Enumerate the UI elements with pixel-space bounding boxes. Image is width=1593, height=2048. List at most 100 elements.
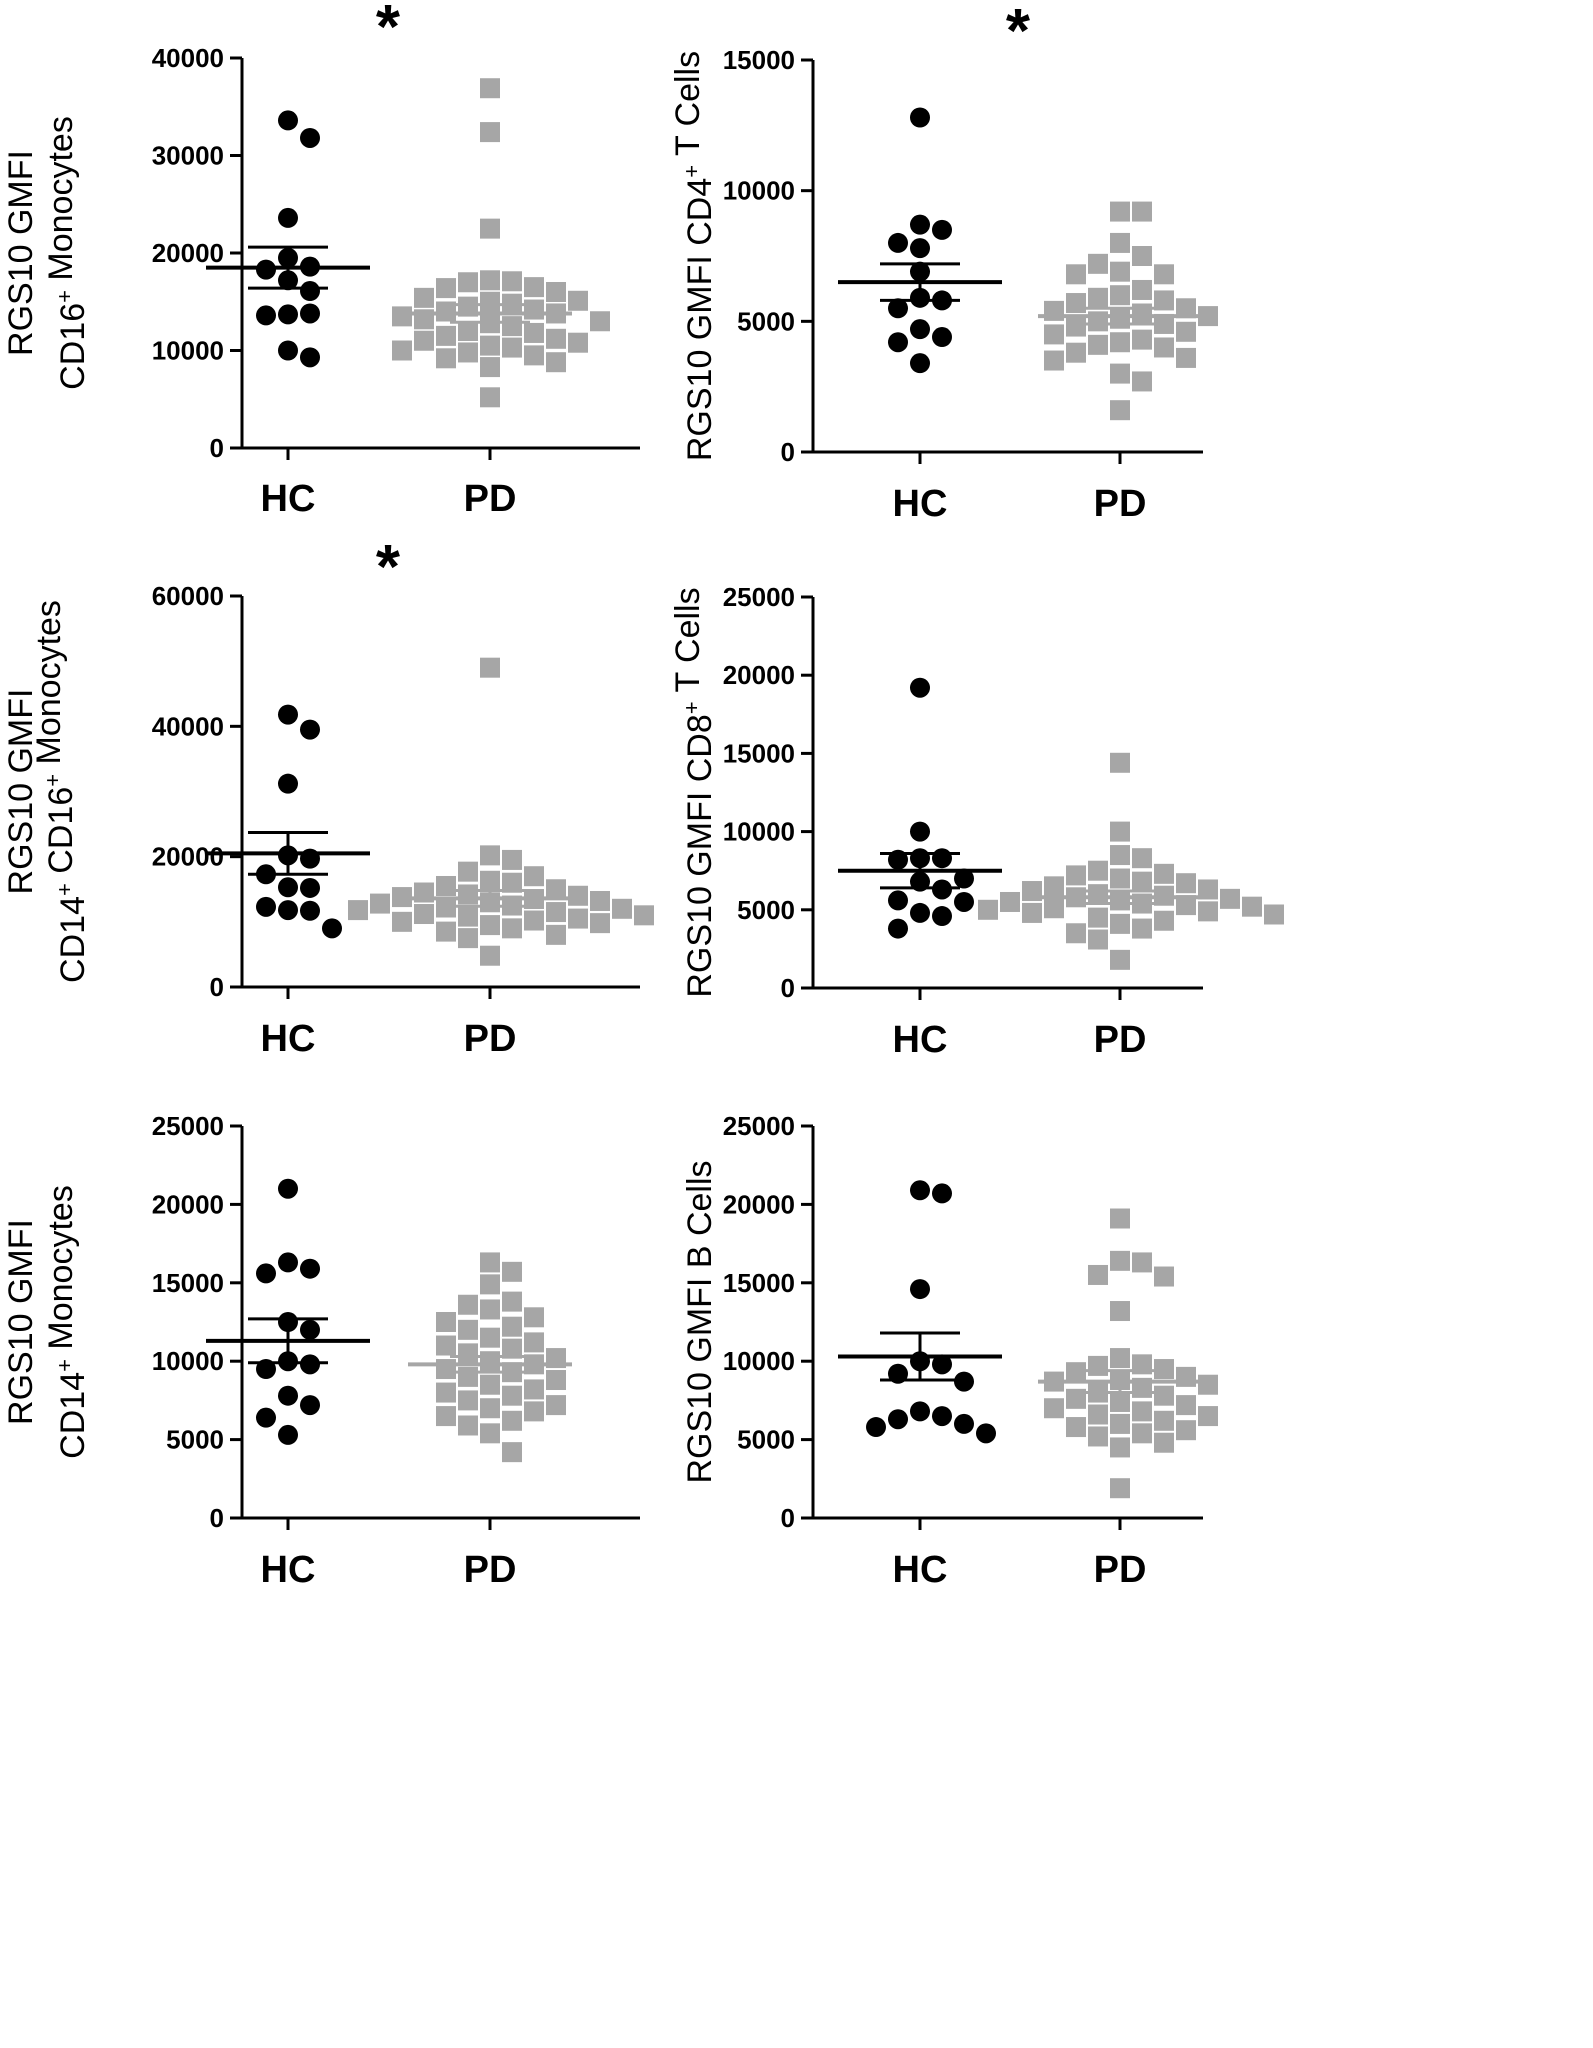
data-point-pd	[1154, 885, 1174, 906]
y-axis-label-segment: RGS10 GMFI CD4	[681, 178, 719, 461]
y-axis-label: RGS10 GMFI CD4+ T Cells	[669, 51, 719, 461]
data-point-pd	[590, 890, 610, 911]
data-point-hc	[278, 704, 298, 725]
data-point-pd	[1066, 1362, 1086, 1383]
data-point-pd	[480, 1351, 500, 1372]
data-point-pd	[1110, 1250, 1130, 1271]
data-point-pd	[1088, 1355, 1108, 1376]
data-point-pd	[524, 866, 544, 887]
data-point-hc	[300, 1354, 320, 1375]
y-tick-label: 15000	[723, 45, 795, 75]
y-tick-label: 20000	[152, 1189, 224, 1219]
data-point-hc	[910, 353, 930, 374]
data-point-hc	[256, 1263, 276, 1284]
data-point-pd	[1110, 308, 1130, 329]
data-point-pd	[524, 322, 544, 343]
data-point-pd	[480, 1327, 500, 1348]
data-point-hc	[910, 214, 930, 235]
data-point-pd	[524, 1401, 544, 1422]
data-point-hc	[932, 1354, 952, 1375]
y-axis-label-segment: RGS10 GMFI	[2, 1219, 40, 1425]
data-point-pd	[436, 1312, 456, 1332]
y-tick-label: 15000	[723, 738, 795, 768]
data-point-pd	[1176, 1420, 1196, 1441]
y-axis-label-segment: RGS10 GMFI	[2, 150, 40, 356]
data-point-pd	[392, 887, 412, 908]
significance-asterisk: *	[1006, 0, 1031, 66]
data-point-hc	[976, 1423, 996, 1444]
y-tick-label: 10000	[152, 1346, 224, 1376]
data-point-pd	[1044, 324, 1064, 345]
data-point-pd	[414, 904, 434, 925]
data-point-pd	[436, 1359, 456, 1380]
data-point-hc	[278, 845, 298, 866]
data-point-hc	[910, 238, 930, 259]
data-point-pd	[414, 330, 434, 351]
data-point-pd	[1264, 904, 1284, 925]
y-axis-label: RGS10 GMFI B Cells	[681, 1160, 719, 1483]
y-tick-label: 40000	[152, 711, 224, 741]
data-point-hc	[256, 864, 276, 885]
y-axis-label-segment: RGS10 GMFI B Cells	[681, 1160, 719, 1483]
data-point-pd	[1198, 879, 1218, 900]
data-point-hc	[278, 340, 298, 361]
data-point-pd	[1066, 1388, 1086, 1409]
data-point-hc	[300, 256, 320, 277]
data-point-hc	[954, 891, 974, 912]
data-point-pd	[1132, 848, 1152, 869]
data-point-hc	[910, 261, 930, 282]
data-point-pd	[1110, 845, 1130, 866]
data-point-pd	[1176, 298, 1196, 319]
data-point-pd	[480, 845, 500, 866]
data-point-hc	[278, 1351, 298, 1372]
x-category-label-pd: PD	[1094, 1549, 1147, 1591]
y-tick-label: 25000	[723, 582, 795, 612]
data-point-pd	[1044, 350, 1064, 371]
data-point-hc	[278, 1385, 298, 1406]
data-point-hc	[910, 1401, 930, 1422]
data-point-pd	[1088, 1264, 1108, 1285]
y-tick-label: 40000	[152, 43, 224, 73]
data-point-pd	[1066, 316, 1086, 337]
data-point-hc	[910, 902, 930, 923]
y-axis-label-superscript: +	[679, 701, 704, 714]
data-point-pd	[480, 1374, 500, 1395]
data-point-hc	[256, 1359, 276, 1380]
data-point-hc	[256, 305, 276, 326]
data-point-hc	[256, 1407, 276, 1428]
data-point-pd	[1154, 313, 1174, 334]
data-point-pd	[1198, 1406, 1218, 1427]
y-axis-label-segment: Monocytes	[42, 116, 80, 290]
data-point-pd	[524, 299, 544, 320]
data-point-hc	[910, 821, 930, 842]
data-point-pd	[502, 1261, 522, 1282]
data-point-pd	[1088, 860, 1108, 881]
panel-b-cells: 0 5000 10000 15000 20000 25000 HC PD RGS10 GMFI …	[681, 1111, 1218, 1591]
data-point-hc	[278, 247, 298, 268]
data-point-hc	[278, 877, 298, 898]
data-point-pd	[480, 218, 500, 239]
data-point-pd	[1110, 949, 1130, 970]
data-point-hc	[932, 327, 952, 348]
data-point-pd	[524, 345, 544, 366]
data-point-pd	[480, 78, 500, 99]
data-point-pd	[1198, 306, 1218, 327]
data-point-hc	[278, 773, 298, 794]
data-point-pd	[524, 1379, 544, 1400]
data-point-pd	[590, 913, 610, 934]
data-point-pd	[1110, 400, 1130, 421]
data-point-pd	[480, 122, 500, 143]
data-point-pd	[634, 905, 654, 926]
data-point-pd	[1066, 923, 1086, 944]
data-point-pd	[458, 1343, 478, 1364]
data-point-pd	[546, 924, 566, 945]
data-point-pd	[546, 1395, 566, 1416]
data-point-pd	[502, 918, 522, 939]
data-point-pd	[568, 290, 588, 311]
data-point-pd	[502, 316, 522, 337]
data-point-pd	[1154, 1385, 1174, 1406]
data-point-pd	[524, 1354, 544, 1375]
y-tick-label: 0	[781, 973, 795, 1003]
data-point-hc	[910, 1279, 930, 1300]
